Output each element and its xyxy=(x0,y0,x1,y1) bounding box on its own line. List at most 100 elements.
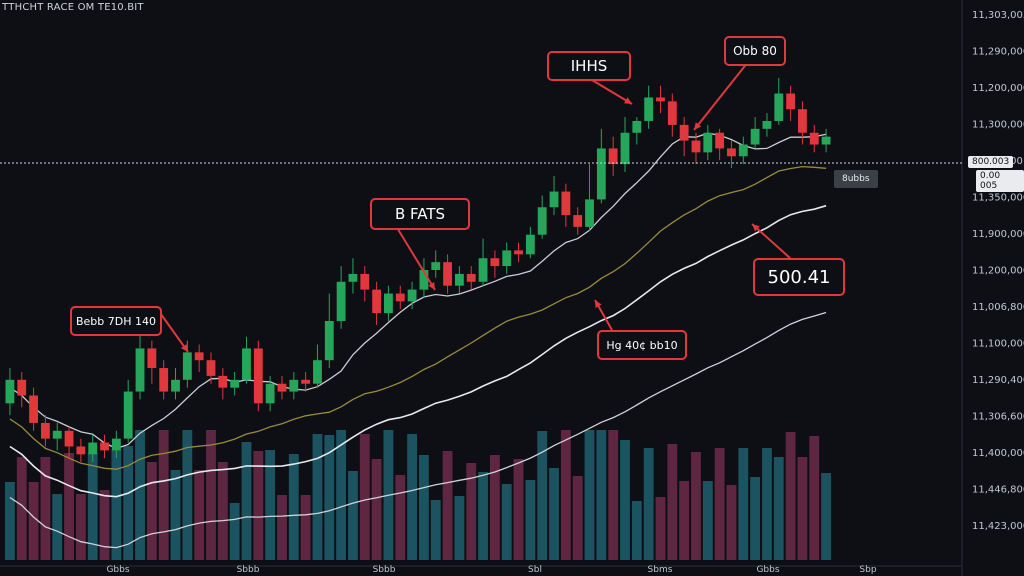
candle-body xyxy=(313,360,322,384)
moving-average-long xyxy=(9,311,827,549)
volume-bar xyxy=(750,477,761,560)
candle-body xyxy=(691,140,701,153)
volume-bar xyxy=(87,453,98,560)
callout-arrow xyxy=(751,223,791,259)
volume-bar xyxy=(762,448,772,560)
volume-bar xyxy=(146,462,157,560)
volume-bar xyxy=(16,457,27,560)
candle-body xyxy=(218,375,228,388)
volume-bar xyxy=(596,430,607,560)
volume-bar xyxy=(206,430,216,560)
candle-body xyxy=(253,348,263,404)
price-axis-label: 11,350,000 xyxy=(972,193,1024,204)
candle-body xyxy=(667,101,677,125)
candle-body xyxy=(537,207,547,235)
candle-body xyxy=(514,250,523,255)
time-axis-label: Sbbb xyxy=(373,565,396,575)
price-axis-label: 11,423,000 xyxy=(972,521,1024,532)
candle-body xyxy=(182,352,192,380)
volume-bar xyxy=(679,481,690,560)
candle-body xyxy=(277,383,287,392)
volume-bar xyxy=(182,430,193,560)
candle-body xyxy=(786,93,796,110)
candle-body xyxy=(395,293,405,302)
price-axis-label: 11,400,000 xyxy=(972,448,1024,459)
candle-body xyxy=(561,191,571,216)
candle-body xyxy=(703,132,713,153)
candle-body xyxy=(17,379,27,396)
candle-body xyxy=(762,120,772,129)
volume-bar xyxy=(265,450,276,560)
candle-body xyxy=(230,379,240,388)
volume-bar xyxy=(288,454,299,560)
volume-bar xyxy=(466,463,477,560)
candle-body xyxy=(490,258,500,267)
volume-bar xyxy=(229,503,240,560)
candle-body xyxy=(525,234,535,255)
volume-bar xyxy=(5,482,15,560)
candle-body xyxy=(384,293,393,314)
annotation-label: IHHS xyxy=(547,51,631,81)
price-axis-label: 11,290,400 xyxy=(972,375,1024,386)
candle-body xyxy=(715,132,725,149)
volume-bar xyxy=(40,457,51,560)
price-axis-label: 11,900,000 xyxy=(972,229,1024,240)
price-axis-label: 11,303,003 xyxy=(972,10,1024,21)
volume-bar xyxy=(809,436,820,560)
candle-body xyxy=(159,368,169,392)
volume-bar xyxy=(442,451,453,560)
volume-bar xyxy=(407,434,417,560)
current-price-tag: 0.00 005 xyxy=(976,170,1024,192)
annotation-label: Hg 40¢ bb10 xyxy=(597,330,687,360)
volume-bar xyxy=(489,455,500,560)
volume-bar xyxy=(336,430,347,560)
candle-body xyxy=(454,273,464,286)
candle-body xyxy=(289,379,299,392)
annotation-label: B FATS xyxy=(370,198,470,230)
volume-bar xyxy=(608,430,619,560)
callout-arrowhead xyxy=(624,97,632,104)
volume-bar xyxy=(277,495,287,560)
volume-bar xyxy=(253,451,264,560)
candle-body xyxy=(171,379,180,392)
candle-body xyxy=(242,348,251,380)
candle-body xyxy=(372,289,382,314)
volume-bar xyxy=(821,473,831,560)
volume-bar xyxy=(702,481,713,560)
volume-bar xyxy=(324,435,335,560)
candle-body xyxy=(336,281,346,321)
candle-body xyxy=(596,148,606,200)
volume-bar xyxy=(135,430,145,560)
volume-bar xyxy=(419,455,429,560)
annotation-label: Obb 80 xyxy=(724,36,786,66)
volume-bar xyxy=(549,468,559,560)
candle-body xyxy=(549,191,559,208)
candle-body xyxy=(573,215,583,227)
annotation-label: Bebb 7DH 140 xyxy=(70,306,162,336)
volume-bar xyxy=(513,459,524,560)
candle-body xyxy=(407,289,417,302)
candle-body xyxy=(750,128,760,145)
volume-bar xyxy=(111,449,122,560)
candle-body xyxy=(585,199,594,227)
candle-body xyxy=(774,93,784,121)
volume-bar xyxy=(348,471,358,560)
candle-body xyxy=(632,120,642,133)
price-axis-label: 11,446,800 xyxy=(972,485,1024,496)
candle-body xyxy=(644,97,654,121)
moving-average-mid xyxy=(9,165,827,470)
volume-bar xyxy=(560,430,571,560)
candle-body xyxy=(821,136,831,145)
time-axis-label: Sbl xyxy=(528,565,542,575)
price-axis-label: 11,306,600 xyxy=(972,412,1024,423)
volume-bar xyxy=(785,432,796,560)
volume-bar xyxy=(194,470,205,560)
price-axis-label: 11,200,000 xyxy=(972,83,1024,94)
candle-body xyxy=(502,250,512,267)
volume-bar xyxy=(359,434,370,560)
volume-bar xyxy=(371,459,382,560)
volume-bar xyxy=(430,500,441,560)
time-axis-label: Gbbs xyxy=(756,565,779,575)
callout-arrow xyxy=(586,76,633,105)
